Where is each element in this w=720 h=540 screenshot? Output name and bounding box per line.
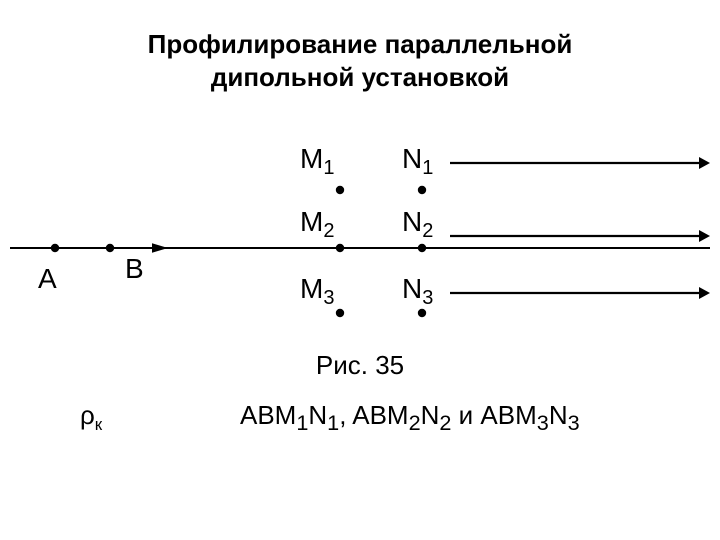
M3-label: M3 <box>300 273 334 309</box>
electrode-diagram: A B M1 N1 M2 N2 M3 N3 <box>10 118 710 338</box>
arrow-2-head-icon <box>699 230 710 242</box>
N3-dot <box>418 309 426 317</box>
N3-label: N3 <box>402 273 433 309</box>
N2-dot <box>418 244 426 252</box>
M1-dot <box>336 186 344 194</box>
N1-dot <box>418 186 426 194</box>
rho-letter: ρ <box>80 400 95 430</box>
direction-marker-icon <box>152 243 168 253</box>
N1-label: N1 <box>402 143 433 179</box>
N2-label: N2 <box>402 206 433 242</box>
figure-caption: Рис. 35 <box>0 350 720 381</box>
M3-dot <box>336 309 344 317</box>
arrow-1-head-icon <box>699 157 710 169</box>
B-label: B <box>125 253 144 284</box>
title-line-2: дипольной установкой <box>211 62 509 92</box>
electrode-combinations: ABM1N1, ABM2N2 и ABM3N3 <box>240 400 580 436</box>
B-dot <box>106 244 114 252</box>
rho-symbol: ρк <box>80 400 102 435</box>
M2-label: M2 <box>300 206 334 242</box>
rho-subscript: к <box>95 415 102 434</box>
title-line-1: Профилирование параллельной <box>148 29 573 59</box>
A-dot <box>51 244 59 252</box>
M1-label: M1 <box>300 143 334 179</box>
page-title: Профилирование параллельной дипольной ус… <box>0 28 720 93</box>
M2-dot <box>336 244 344 252</box>
arrow-3-head-icon <box>699 287 710 299</box>
A-label: A <box>38 263 57 294</box>
